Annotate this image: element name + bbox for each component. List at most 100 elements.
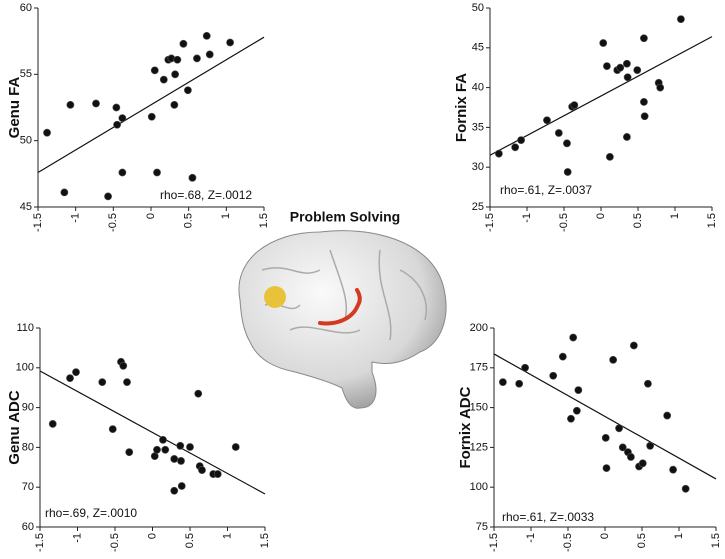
- point: [618, 443, 627, 452]
- x-tick-label: 0.5: [184, 533, 196, 548]
- point: [108, 425, 117, 433]
- point: [170, 455, 179, 463]
- point: [549, 371, 558, 380]
- y-tick-label: 45: [472, 42, 484, 54]
- point: [104, 192, 112, 201]
- point: [176, 441, 185, 450]
- point: [60, 188, 69, 197]
- point: [554, 129, 563, 137]
- point: [640, 34, 648, 43]
- y-tick-label: 75: [476, 521, 488, 533]
- y-tick-label: 110: [16, 322, 34, 334]
- point: [663, 411, 672, 420]
- y-tick-label: 80: [22, 441, 34, 453]
- point: [159, 435, 167, 444]
- point: [615, 424, 623, 433]
- y-tick-label: 60: [22, 521, 34, 533]
- x-tick-label: -0.5: [109, 533, 121, 552]
- point: [153, 168, 161, 177]
- annotation: rho=.61, Z=.0033: [502, 510, 594, 524]
- point: [113, 120, 121, 129]
- point: [226, 38, 234, 47]
- x-tick-label: -1: [71, 533, 83, 543]
- point: [123, 378, 131, 387]
- x-tick-label: 0.5: [632, 213, 644, 228]
- x-tick-label: -1.5: [488, 533, 500, 552]
- x-tick-label: 1.5: [258, 213, 270, 228]
- point: [681, 484, 690, 493]
- point: [644, 379, 652, 388]
- y-tick-label: 50: [472, 2, 484, 14]
- x-tick-label: -0.5: [562, 533, 574, 552]
- y-axis-label: Genu ADC: [6, 390, 23, 465]
- point: [572, 406, 581, 415]
- y-tick-label: 90: [22, 402, 34, 414]
- point: [184, 86, 192, 95]
- brain-illustration: [238, 230, 447, 409]
- y-tick-label: 125: [470, 441, 488, 453]
- point: [677, 15, 685, 24]
- x-tick-label: -1.5: [34, 533, 46, 552]
- point: [186, 443, 194, 451]
- point: [570, 101, 579, 110]
- point: [574, 386, 583, 394]
- point: [629, 341, 638, 350]
- y-tick-label: 35: [472, 121, 484, 133]
- point: [48, 420, 57, 428]
- point: [638, 459, 647, 468]
- y-axis-label: Fornix FA: [453, 73, 470, 142]
- point: [521, 363, 529, 372]
- fit-line: [493, 353, 717, 480]
- y-tick-label: 25: [472, 201, 484, 213]
- point: [633, 66, 642, 74]
- point: [605, 152, 614, 161]
- scatter-panel: 75 100 125 150 175 200 -1.5 -1 -0.5 0 0.5 1 1.5 Forni…: [457, 322, 722, 552]
- y-tick-label: 40: [472, 82, 484, 94]
- point: [656, 83, 665, 92]
- point: [640, 98, 648, 106]
- x-tick-label: -1: [521, 213, 533, 223]
- scatter-panel: 45 50 55 60 -1.5 -1 -0.5 0 0.5 1 1.5 Genu FA rho=.68…: [6, 2, 270, 232]
- point: [213, 470, 222, 478]
- point: [202, 31, 211, 40]
- point: [205, 50, 214, 59]
- point: [515, 379, 524, 388]
- x-tick-label: 0: [146, 533, 158, 539]
- y-tick-label: 150: [470, 402, 488, 414]
- point: [66, 374, 74, 383]
- point: [188, 173, 197, 182]
- point: [498, 378, 507, 387]
- x-tick-label: 1: [220, 213, 232, 219]
- point: [159, 75, 168, 84]
- point: [602, 464, 611, 472]
- x-tick-label: 1: [221, 533, 233, 539]
- x-tick-label: -1: [70, 213, 82, 223]
- x-tick-label: 0: [145, 213, 157, 219]
- point: [609, 355, 618, 364]
- point: [118, 114, 127, 123]
- y-tick-label: 55: [20, 68, 32, 80]
- y-tick-label: 200: [470, 322, 488, 334]
- x-tick-label: 1.5: [710, 533, 722, 548]
- x-tick-label: 1: [669, 213, 681, 219]
- point: [494, 149, 503, 158]
- point: [569, 333, 578, 342]
- point: [177, 482, 186, 490]
- point: [173, 55, 182, 64]
- point: [177, 457, 185, 465]
- point: [161, 445, 170, 454]
- point: [198, 466, 206, 474]
- y-tick-label: 100: [16, 362, 34, 374]
- point: [171, 70, 180, 79]
- x-tick-label: -1.5: [32, 213, 44, 232]
- y-tick-label: 45: [20, 201, 32, 213]
- annotation: rho=.68, Z=.0012: [160, 188, 252, 202]
- point: [563, 168, 572, 176]
- x-tick-label: 1.5: [259, 533, 271, 548]
- point: [72, 368, 80, 377]
- point: [517, 136, 525, 145]
- annotation: rho=.61, Z=.0037: [500, 183, 592, 197]
- point: [623, 73, 632, 82]
